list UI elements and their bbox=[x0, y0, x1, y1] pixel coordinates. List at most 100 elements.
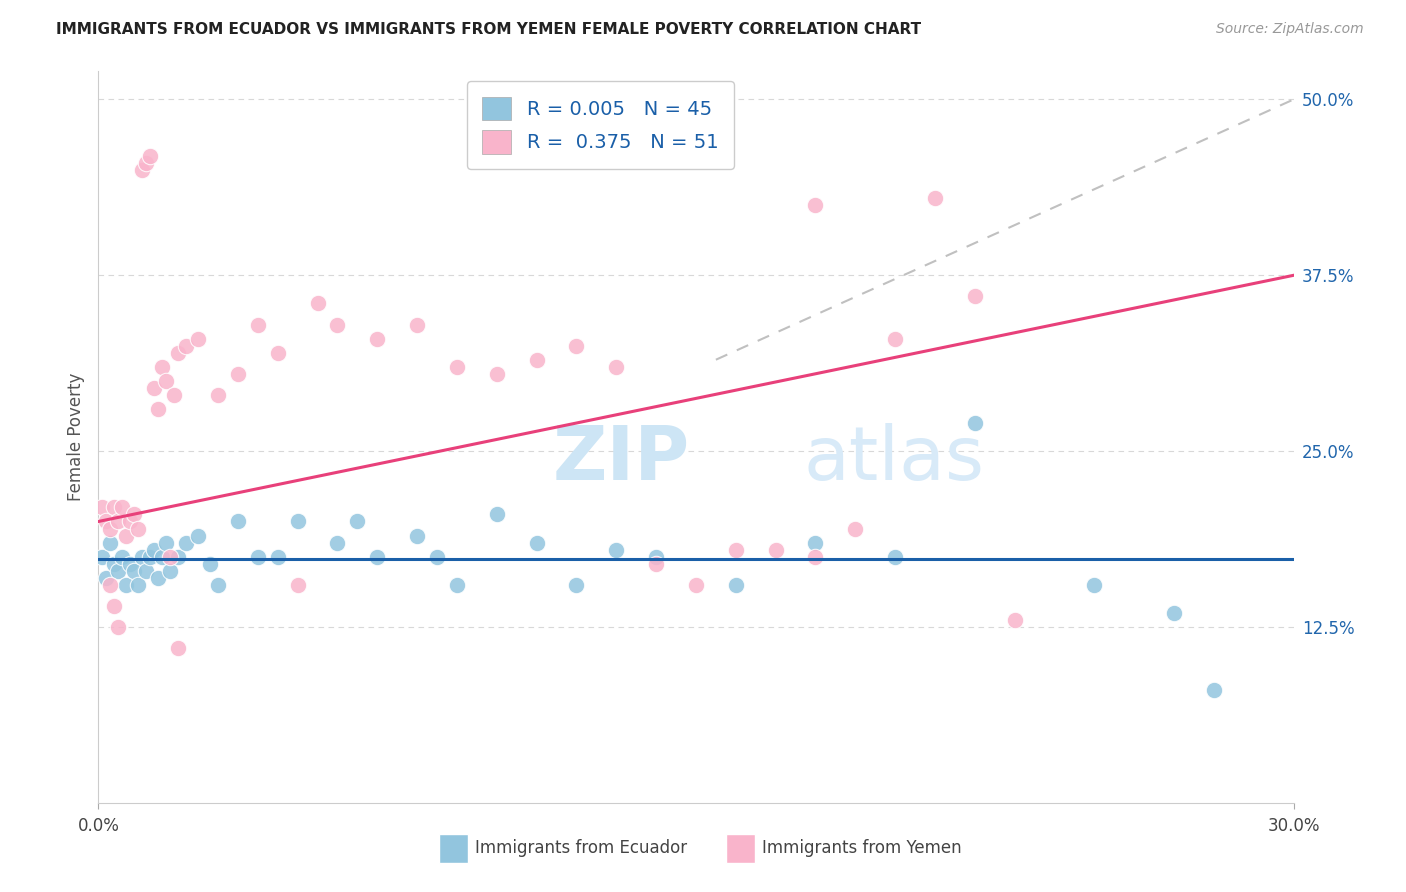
Point bbox=[605, 359, 627, 374]
Point bbox=[366, 549, 388, 564]
Point bbox=[645, 557, 668, 571]
Point bbox=[127, 521, 149, 535]
Text: Source: ZipAtlas.com: Source: ZipAtlas.com bbox=[1216, 22, 1364, 37]
Point bbox=[924, 191, 946, 205]
Point bbox=[526, 535, 548, 549]
Point bbox=[91, 549, 114, 564]
Point bbox=[103, 557, 125, 571]
Point bbox=[963, 416, 986, 430]
Point bbox=[115, 528, 138, 542]
Point bbox=[124, 564, 146, 578]
Point bbox=[565, 339, 588, 353]
Point bbox=[98, 535, 122, 549]
Point bbox=[143, 542, 166, 557]
Point bbox=[91, 500, 114, 515]
Point bbox=[111, 500, 134, 515]
Point bbox=[174, 339, 197, 353]
Text: atlas: atlas bbox=[804, 423, 984, 496]
Point bbox=[159, 549, 181, 564]
Point bbox=[1163, 606, 1185, 620]
Point bbox=[1202, 683, 1225, 698]
Point bbox=[246, 318, 269, 332]
Point bbox=[406, 528, 429, 542]
Point bbox=[107, 564, 129, 578]
Text: Immigrants from Ecuador: Immigrants from Ecuador bbox=[475, 839, 688, 857]
Point bbox=[159, 564, 181, 578]
Point bbox=[884, 332, 907, 346]
Point bbox=[150, 549, 173, 564]
Point bbox=[963, 289, 986, 303]
Point bbox=[155, 374, 177, 388]
Point bbox=[724, 578, 747, 592]
Point bbox=[246, 549, 269, 564]
Point bbox=[267, 345, 290, 359]
Point bbox=[287, 515, 309, 529]
Point bbox=[120, 515, 142, 529]
Point bbox=[187, 528, 209, 542]
Point bbox=[485, 367, 508, 381]
Point bbox=[96, 571, 118, 585]
Point bbox=[406, 318, 429, 332]
Point bbox=[685, 578, 707, 592]
Bar bbox=[725, 833, 755, 863]
Point bbox=[120, 557, 142, 571]
Point bbox=[804, 549, 827, 564]
Point bbox=[207, 578, 229, 592]
Point bbox=[1004, 613, 1026, 627]
Text: Immigrants from Yemen: Immigrants from Yemen bbox=[762, 839, 962, 857]
Point bbox=[267, 549, 290, 564]
Point bbox=[804, 198, 827, 212]
Point bbox=[174, 535, 197, 549]
Point bbox=[135, 564, 157, 578]
Point bbox=[645, 549, 668, 564]
Point bbox=[804, 535, 827, 549]
Bar bbox=[439, 833, 468, 863]
Legend: R = 0.005   N = 45, R =  0.375   N = 51: R = 0.005 N = 45, R = 0.375 N = 51 bbox=[467, 81, 734, 169]
Point bbox=[148, 571, 170, 585]
Point bbox=[143, 381, 166, 395]
Point bbox=[844, 521, 866, 535]
Point bbox=[103, 599, 125, 613]
Point bbox=[884, 549, 907, 564]
Point bbox=[107, 515, 129, 529]
Point bbox=[115, 578, 138, 592]
Point bbox=[96, 515, 118, 529]
Point bbox=[446, 578, 468, 592]
Point bbox=[1083, 578, 1105, 592]
Point bbox=[163, 388, 186, 402]
Point bbox=[124, 508, 146, 522]
Point bbox=[765, 542, 787, 557]
Point bbox=[103, 500, 125, 515]
Point bbox=[155, 535, 177, 549]
Point bbox=[446, 359, 468, 374]
Point bbox=[605, 542, 627, 557]
Y-axis label: Female Poverty: Female Poverty bbox=[66, 373, 84, 501]
Point bbox=[307, 296, 329, 310]
Point bbox=[167, 345, 190, 359]
Point bbox=[148, 401, 170, 416]
Point bbox=[485, 508, 508, 522]
Point bbox=[131, 549, 153, 564]
Point bbox=[187, 332, 209, 346]
Point bbox=[98, 578, 122, 592]
Point bbox=[207, 388, 229, 402]
Point bbox=[127, 578, 149, 592]
Point bbox=[526, 352, 548, 367]
Text: IMMIGRANTS FROM ECUADOR VS IMMIGRANTS FROM YEMEN FEMALE POVERTY CORRELATION CHAR: IMMIGRANTS FROM ECUADOR VS IMMIGRANTS FR… bbox=[56, 22, 921, 37]
Point bbox=[135, 156, 157, 170]
Point bbox=[287, 578, 309, 592]
Point bbox=[326, 318, 349, 332]
Point bbox=[167, 549, 190, 564]
Point bbox=[139, 549, 162, 564]
Point bbox=[346, 515, 368, 529]
Point bbox=[724, 542, 747, 557]
Point bbox=[226, 515, 249, 529]
Text: ZIP: ZIP bbox=[553, 423, 690, 496]
Point bbox=[326, 535, 349, 549]
Point bbox=[107, 620, 129, 634]
Point bbox=[565, 578, 588, 592]
Point bbox=[226, 367, 249, 381]
Point bbox=[426, 549, 449, 564]
Point bbox=[150, 359, 173, 374]
Point bbox=[131, 162, 153, 177]
